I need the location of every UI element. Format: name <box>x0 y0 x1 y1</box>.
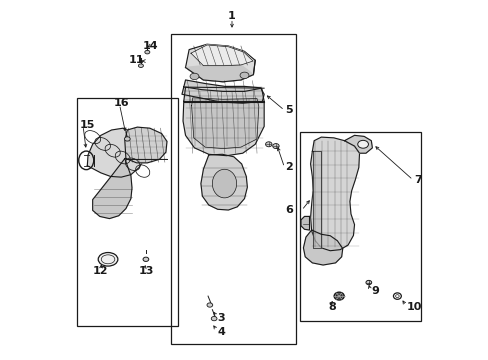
Text: 1: 1 <box>228 11 235 21</box>
Ellipse shape <box>336 294 341 298</box>
Ellipse shape <box>333 292 344 300</box>
Text: 12: 12 <box>93 266 108 276</box>
Text: 7: 7 <box>413 175 421 185</box>
Polygon shape <box>185 65 253 82</box>
Polygon shape <box>303 230 342 265</box>
Ellipse shape <box>365 280 371 285</box>
Polygon shape <box>312 152 321 248</box>
Polygon shape <box>191 98 258 149</box>
Text: 3: 3 <box>217 312 225 323</box>
Text: 11: 11 <box>128 55 143 65</box>
Ellipse shape <box>272 144 279 149</box>
Polygon shape <box>93 158 132 219</box>
Text: 14: 14 <box>142 41 158 51</box>
Ellipse shape <box>98 252 118 266</box>
Text: 9: 9 <box>370 286 378 296</box>
Ellipse shape <box>124 137 130 141</box>
Polygon shape <box>201 154 247 210</box>
Text: 13: 13 <box>139 266 154 276</box>
Text: 10: 10 <box>406 302 422 312</box>
Polygon shape <box>344 135 372 153</box>
Text: 15: 15 <box>80 120 95 130</box>
Polygon shape <box>310 137 359 251</box>
Polygon shape <box>190 45 253 66</box>
Bar <box>299 132 421 321</box>
Polygon shape <box>124 127 166 163</box>
Polygon shape <box>185 44 255 82</box>
Polygon shape <box>183 87 264 156</box>
Text: 2: 2 <box>285 162 293 172</box>
Bar <box>77 98 178 327</box>
Text: 8: 8 <box>328 302 336 312</box>
Polygon shape <box>87 128 145 177</box>
Text: 16: 16 <box>114 98 129 108</box>
Ellipse shape <box>144 50 149 54</box>
Ellipse shape <box>138 64 143 67</box>
Text: 6: 6 <box>285 205 292 215</box>
Polygon shape <box>182 80 264 103</box>
Ellipse shape <box>211 316 217 321</box>
Text: 5: 5 <box>285 105 293 115</box>
Ellipse shape <box>357 140 367 148</box>
Ellipse shape <box>190 73 199 80</box>
Ellipse shape <box>206 303 212 307</box>
Bar <box>171 33 296 344</box>
Ellipse shape <box>212 169 236 198</box>
Ellipse shape <box>240 72 248 78</box>
Ellipse shape <box>265 142 271 147</box>
Polygon shape <box>300 216 309 230</box>
Ellipse shape <box>143 257 148 261</box>
Text: 4: 4 <box>217 327 225 337</box>
